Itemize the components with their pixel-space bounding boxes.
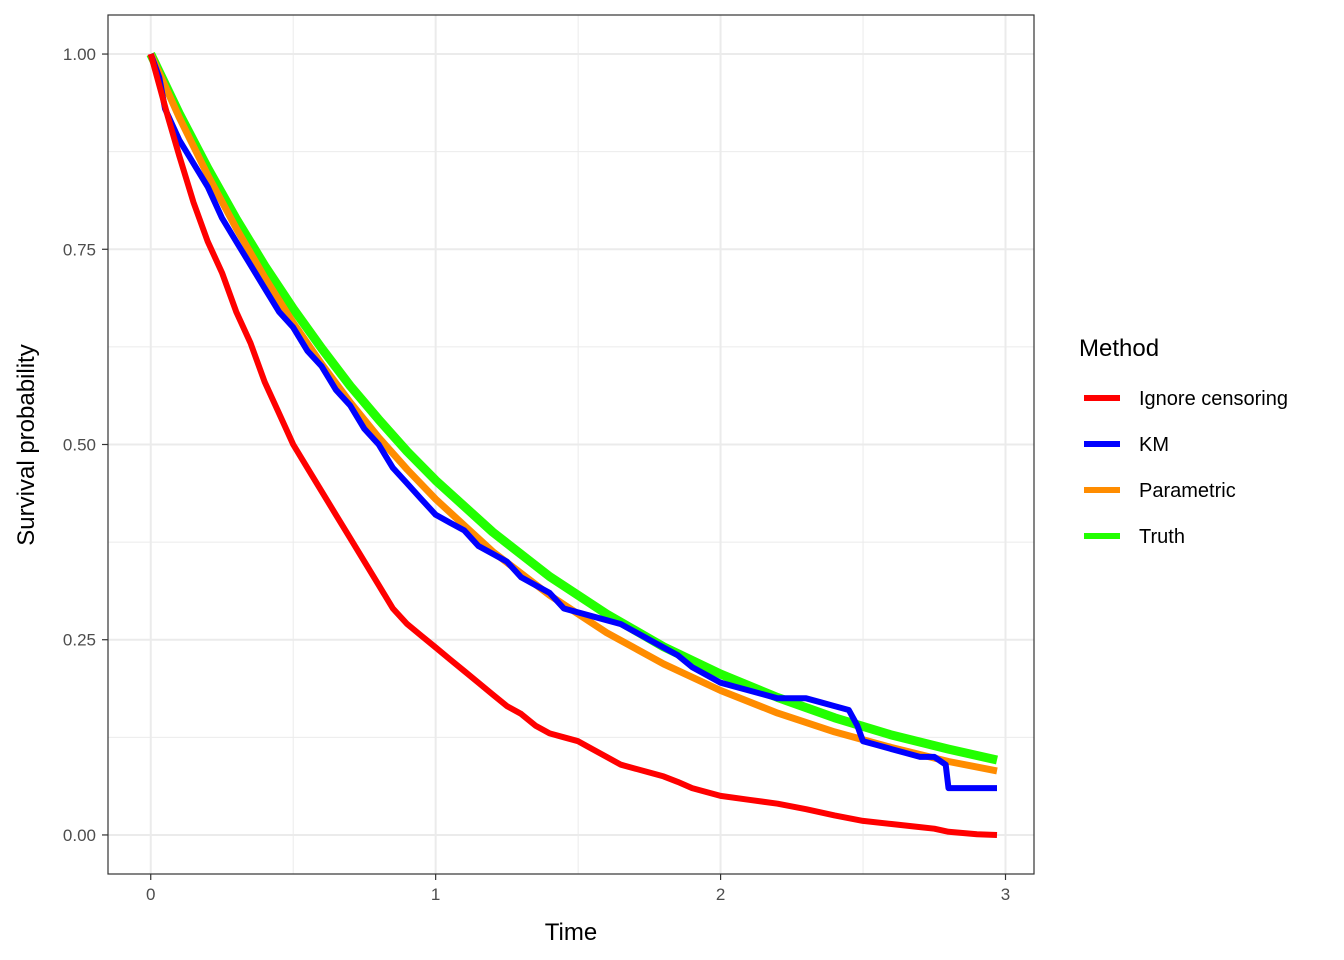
- series-line-parametric: [147, 52, 998, 775]
- y-tick-label: 0.50: [63, 436, 96, 455]
- legend-label-parametric: Parametric: [1139, 480, 1236, 502]
- legend-entries: Ignore censoring KM Parametric Truth: [1084, 388, 1288, 548]
- y-tick-label: 0.25: [63, 631, 96, 650]
- legend-label-km: KM: [1139, 434, 1169, 456]
- legend-label-truth: Truth: [1139, 526, 1185, 548]
- series-line-km: [147, 52, 997, 792]
- series-line-ignore-censoring: [147, 53, 998, 838]
- y-tick-label: 1.00: [63, 45, 96, 64]
- x-tick-label: 2: [716, 885, 725, 904]
- y-axis-title: Survival probability: [13, 344, 40, 545]
- legend-label-ignore-censoring: Ignore censoring: [1139, 388, 1288, 410]
- legend-title: Method: [1079, 335, 1159, 362]
- axis-ticks: [102, 53, 1007, 880]
- series-line-truth: [146, 52, 998, 765]
- tick-labels: 0 1 2 3 0.00 0.25 0.50 0.75 1.00: [63, 45, 1010, 904]
- x-tick-label: 1: [431, 885, 440, 904]
- legend: Method Ignore censoring KM Parametric Truth: [1079, 335, 1288, 548]
- y-tick-label: 0.00: [63, 826, 96, 845]
- x-axis-title: Time: [545, 919, 597, 946]
- grid-major: [108, 15, 1034, 874]
- x-tick-label: 0: [146, 885, 155, 904]
- series-layer: [146, 52, 998, 838]
- x-tick-label: 3: [1001, 885, 1010, 904]
- y-tick-label: 0.75: [63, 240, 96, 259]
